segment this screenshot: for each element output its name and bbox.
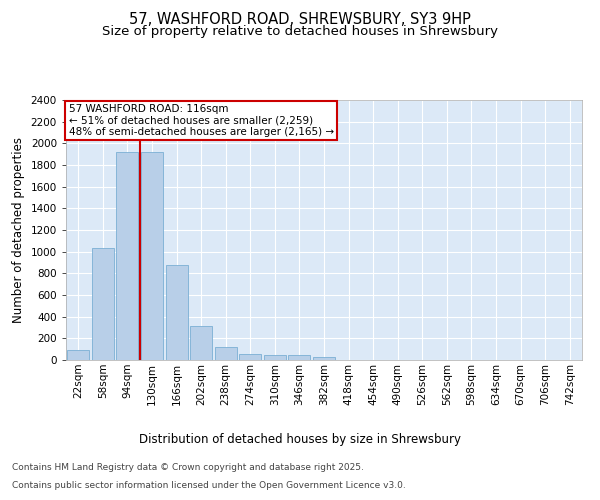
Text: Contains public sector information licensed under the Open Government Licence v3: Contains public sector information licen… (12, 481, 406, 490)
Text: Distribution of detached houses by size in Shrewsbury: Distribution of detached houses by size … (139, 432, 461, 446)
Bar (116, 152, 139, 360)
Text: Size of property relative to detached houses in Shrewsbury: Size of property relative to detached ho… (102, 25, 498, 38)
Bar (92, 248, 114, 360)
Bar (166, 264, 188, 360)
Bar (141, 152, 163, 360)
Text: 57 WASHFORD ROAD: 116sqm
← 51% of detached houses are smaller (2,259)
48% of sem: 57 WASHFORD ROAD: 116sqm ← 51% of detach… (68, 104, 334, 137)
Text: Contains HM Land Registry data © Crown copyright and database right 2025.: Contains HM Land Registry data © Crown c… (12, 464, 364, 472)
Bar (67, 350, 89, 360)
Bar (190, 326, 212, 360)
Bar (239, 354, 262, 360)
Bar (313, 358, 335, 360)
Text: 57, WASHFORD ROAD, SHREWSBURY, SY3 9HP: 57, WASHFORD ROAD, SHREWSBURY, SY3 9HP (129, 12, 471, 28)
Bar (215, 347, 237, 360)
Bar (264, 354, 286, 360)
Y-axis label: Number of detached properties: Number of detached properties (12, 137, 25, 323)
Bar (289, 355, 310, 360)
